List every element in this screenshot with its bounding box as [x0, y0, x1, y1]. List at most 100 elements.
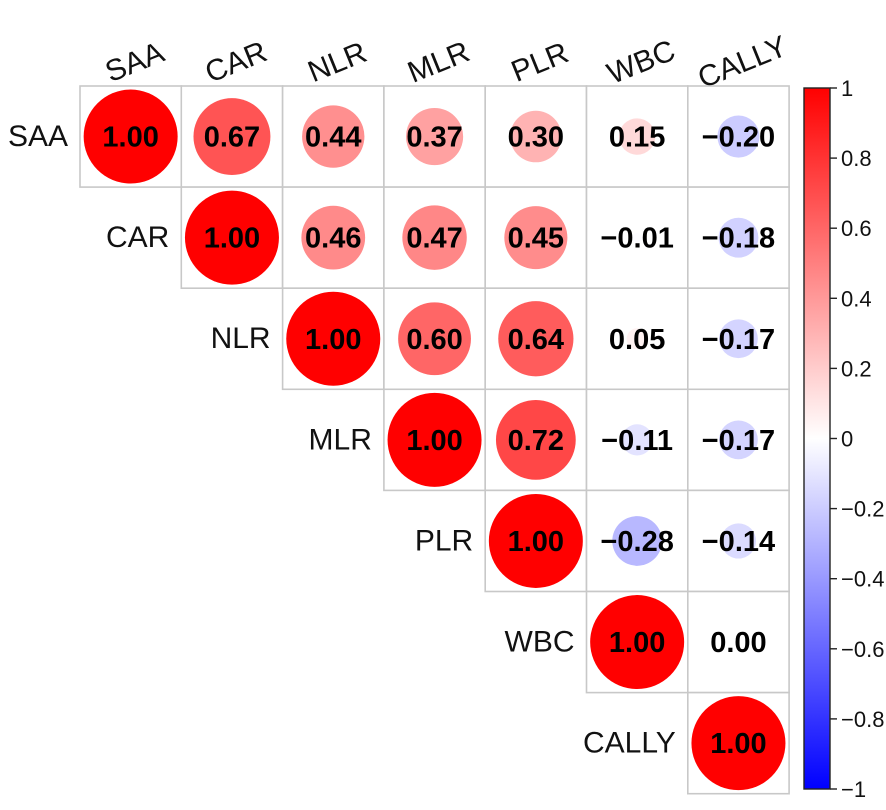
correlation-circle: [510, 110, 562, 163]
cell-nlr-nlr: 1.00: [281, 287, 385, 391]
column-label-saa: SAA: [101, 36, 169, 89]
correlation-value-label: 1.00: [204, 223, 260, 255]
cell-saa-plr: 0.30: [484, 85, 588, 188]
correlation-circle: [719, 319, 758, 359]
correlation-circle: [495, 399, 576, 480]
cell-wbc-wbc: 1.00: [585, 590, 689, 694]
correlation-value-label: −0.17: [702, 425, 775, 457]
colorbar-tick-label: −0.8: [841, 707, 884, 732]
correlation-value-label: 0.72: [508, 425, 564, 457]
colorbar-gradient: [803, 87, 831, 790]
correlation-circle: [405, 107, 464, 166]
cell-plr-wbc: −0.28: [585, 489, 689, 593]
colorbar-tick-label: 1: [841, 76, 853, 101]
cell-mlr-mlr: 1.00: [383, 388, 486, 492]
column-label-car: CAR: [201, 35, 272, 89]
colorbar-ticks: 1 0.8 0.6 0.4 0.2 0 −0.2 −0.4 −0.6 −0.8 −1: [830, 76, 884, 802]
correlation-value-label: 0.67: [204, 122, 260, 154]
correlation-value-label: 1.00: [102, 122, 158, 154]
correlation-value-label: −0.11: [601, 425, 673, 457]
correlation-circle: [691, 696, 786, 791]
correlation-circle: [83, 89, 178, 184]
row-label-wbc: WBC: [505, 626, 575, 659]
correlation-value-label: 0.37: [406, 122, 462, 154]
cell-car-cally: −0.18: [686, 186, 790, 290]
correlation-value-label: 0.64: [508, 324, 564, 356]
column-label-nlr: NLR: [303, 36, 371, 89]
correlation-value-label: 0.44: [305, 122, 361, 154]
correlation-circle: [632, 232, 642, 243]
correlation-value-label: 1.00: [406, 425, 462, 457]
correlation-value-label: 1.00: [305, 324, 361, 356]
correlation-circle: [626, 328, 648, 350]
row-label-car: CAR: [106, 221, 169, 254]
correlation-circle: [184, 190, 279, 285]
correlation-value-label: −0.28: [600, 526, 673, 558]
correlation-circle: [387, 392, 482, 487]
correlation-value-label: −0.17: [702, 324, 775, 356]
colorbar-tick-label: 0.8: [841, 146, 872, 171]
colorbar-tick-label: 0: [841, 427, 853, 452]
colorbar-tick-label: −1: [841, 777, 866, 802]
row-label-cally: CALLY: [583, 727, 676, 760]
correlation-circle: [618, 118, 656, 155]
correlation-circle: [488, 493, 583, 588]
correlation-circle: [590, 595, 685, 690]
correlation-value-label: 0.30: [508, 122, 564, 154]
column-label-wbc: WBC: [603, 34, 680, 91]
colorbar-tick-label: 0.6: [841, 216, 872, 241]
row-label-plr: PLR: [415, 524, 473, 557]
correlation-circle: [286, 291, 381, 386]
correlation-circle: [301, 205, 366, 270]
row-labels: SAA CAR NLR MLR PLR WBC CALLY: [8, 120, 676, 760]
cell-wbc-cally: 0.00: [686, 590, 790, 694]
correlation-circle: [302, 105, 365, 168]
correlation-value-label: −0.14: [702, 526, 775, 558]
cell-saa-car: 0.67: [180, 85, 284, 188]
row-label-nlr: NLR: [211, 322, 271, 355]
correlation-value-label: 1.00: [609, 627, 665, 659]
cell-plr-cally: −0.14: [686, 489, 790, 593]
correlation-circle: [720, 523, 757, 559]
correlation-value-label: 0.60: [406, 324, 462, 356]
correlation-value-label: 0.45: [508, 223, 564, 255]
cell-saa-cally: −0.20: [686, 85, 790, 188]
cell-nlr-plr: 0.64: [484, 287, 588, 391]
row-label-mlr: MLR: [309, 423, 372, 456]
cell-border: [686, 590, 790, 694]
correlation-circle: [402, 205, 467, 270]
cell-saa-saa: 1.00: [79, 85, 183, 188]
cell-car-nlr: 0.46: [281, 186, 385, 290]
correlation-circle: [193, 98, 271, 176]
cell-nlr-wbc: 0.05: [585, 287, 689, 391]
cell-mlr-plr: 0.72: [484, 388, 588, 492]
colorbar-tick-label: −0.2: [841, 497, 884, 522]
row-label-saa: SAA: [8, 120, 68, 153]
cell-plr-plr: 1.00: [484, 489, 588, 593]
cell-car-wbc: −0.01: [585, 186, 689, 290]
correlation-circle: [621, 424, 653, 456]
cell-car-plr: 0.45: [484, 186, 588, 290]
correlation-value-label: −0.01: [600, 223, 673, 255]
correlation-value-label: 0.00: [710, 627, 766, 659]
correlation-circle: [717, 115, 760, 158]
correlation-circle: [398, 302, 471, 376]
correlation-value-label: −0.18: [702, 223, 775, 255]
colorbar: 1 0.8 0.6 0.4 0.2 0 −0.2 −0.4 −0.6 −0.8 −1: [803, 76, 884, 802]
cell-saa-wbc: 0.15: [585, 85, 689, 188]
correlation-value-label: 0.47: [406, 223, 462, 255]
cell-nlr-cally: −0.17: [686, 287, 790, 391]
correlation-value-label: −0.20: [702, 122, 775, 154]
cell-nlr-mlr: 0.60: [383, 287, 486, 391]
correlation-circle: [718, 217, 759, 258]
correlation-value-label: 1.00: [710, 728, 766, 760]
colorbar-tick-label: 0.2: [841, 356, 872, 381]
correlation-circle: [498, 301, 574, 377]
correlation-value-label: 1.00: [508, 526, 564, 558]
colorbar-tick-label: −0.6: [841, 637, 884, 662]
cell-saa-nlr: 0.44: [281, 85, 385, 188]
correlation-value-label: 0.05: [609, 324, 665, 356]
cell-car-car: 1.00: [180, 186, 284, 290]
correlation-value-label: 0.46: [305, 223, 361, 255]
